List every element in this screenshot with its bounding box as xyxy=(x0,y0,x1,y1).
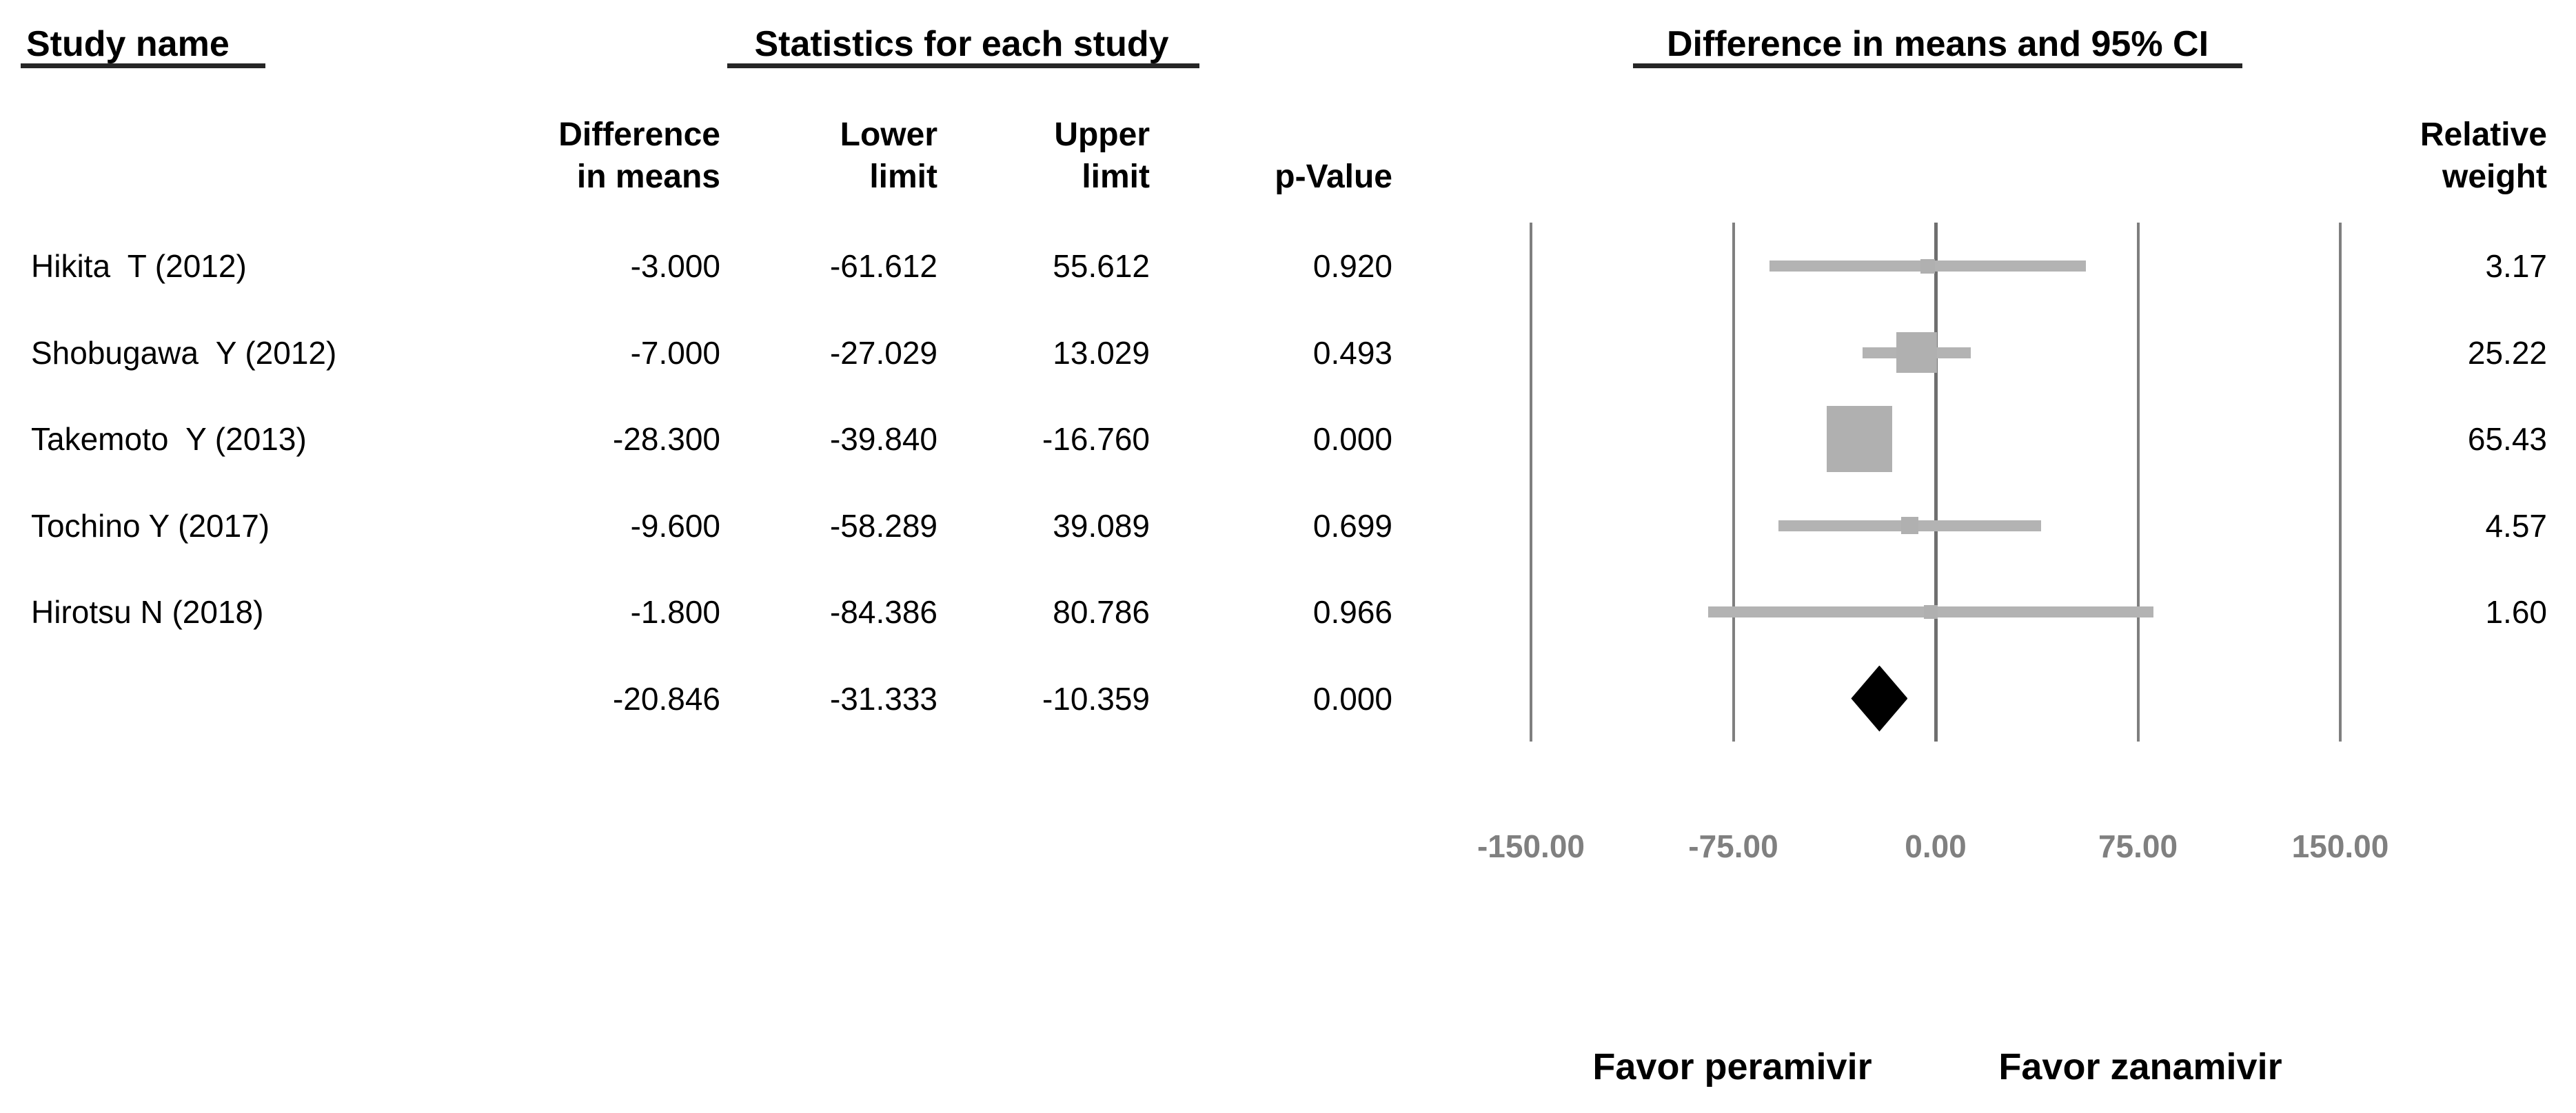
study-point-square xyxy=(1826,406,1892,472)
study-name-cell: Takemoto Y (2013) xyxy=(31,421,307,457)
statistics-title-underline xyxy=(727,63,1199,68)
column-header-difference-in-means: Difference in means xyxy=(558,116,720,195)
diff-in-means-cell: -9.600 xyxy=(630,507,720,544)
axis-tick-label: 0.00 xyxy=(1905,828,1967,864)
upper-limit-cell: -16.760 xyxy=(1042,421,1150,457)
p-value-cell: 0.493 xyxy=(1312,334,1392,371)
column-header-lower-limit: Lower limit xyxy=(840,116,937,195)
summary-diff-cell: -20.846 xyxy=(612,680,720,717)
study-name-column-title: Study name xyxy=(26,24,230,64)
lower-limit-cell: -61.612 xyxy=(829,248,937,284)
column-header-relative-weight: Relative weight xyxy=(2420,116,2547,195)
summary-upper-cell: -10.359 xyxy=(1042,680,1150,717)
study-point-square xyxy=(1896,331,1938,374)
diff-in-means-cell: -7.000 xyxy=(630,334,720,371)
p-value-cell: 0.699 xyxy=(1312,507,1392,544)
gridline xyxy=(1530,223,1532,742)
diff-in-means-cell: -1.800 xyxy=(630,594,720,630)
axis-tick-label: 150.00 xyxy=(2291,828,2389,864)
favor-zanamivir-label: Favor zanamivir xyxy=(1998,1046,2282,1088)
upper-limit-cell: 55.612 xyxy=(1053,248,1150,284)
p-value-cell: 0.000 xyxy=(1312,421,1392,457)
diff-in-means-cell: -28.300 xyxy=(612,421,720,457)
study-point-square xyxy=(1924,605,1938,619)
p-value-cell: 0.920 xyxy=(1312,248,1392,284)
study-name-cell: Shobugawa Y (2012) xyxy=(31,334,337,371)
column-header-upper-limit: Upper limit xyxy=(1054,116,1150,195)
p-value-cell: 0.966 xyxy=(1312,594,1392,630)
gridline xyxy=(2339,223,2342,742)
relative-weight-cell: 4.57 xyxy=(2485,507,2547,544)
summary-lower-cell: -31.333 xyxy=(829,680,937,717)
favor-peramivir-label: Favor peramivir xyxy=(1592,1046,1872,1088)
plot-title-underline xyxy=(1633,63,2242,68)
upper-limit-cell: 80.786 xyxy=(1053,594,1150,630)
study-point-square xyxy=(1920,258,1935,274)
diff-in-means-cell: -3.000 xyxy=(630,248,720,284)
column-header-p-value: p-Value xyxy=(1275,159,1392,195)
axis-tick-label: -75.00 xyxy=(1688,828,1778,864)
lower-limit-cell: -58.289 xyxy=(829,507,937,544)
upper-limit-cell: 39.089 xyxy=(1053,507,1150,544)
statistics-column-title: Statistics for each study xyxy=(754,24,1169,64)
study-name-cell: Hirotsu N (2018) xyxy=(31,594,264,630)
lower-limit-cell: -84.386 xyxy=(829,594,937,630)
relative-weight-cell: 3.17 xyxy=(2485,248,2547,284)
relative-weight-cell: 65.43 xyxy=(2467,421,2547,457)
study-point-square xyxy=(1900,516,1918,535)
zero-gridline xyxy=(1934,223,1938,742)
summary-diamond xyxy=(1851,665,1908,732)
lower-limit-cell: -39.840 xyxy=(829,421,937,457)
gridline xyxy=(1732,223,1735,742)
relative-weight-cell: 1.60 xyxy=(2485,594,2547,630)
gridline xyxy=(2136,223,2140,742)
study-name-cell: Tochino Y (2017) xyxy=(31,507,270,544)
upper-limit-cell: 13.029 xyxy=(1053,334,1150,371)
study-name-cell: Hikita T (2012) xyxy=(31,248,247,284)
axis-tick-label: 75.00 xyxy=(2098,828,2178,864)
plot-column-title: Difference in means and 95% CI xyxy=(1666,24,2209,64)
lower-limit-cell: -27.029 xyxy=(829,334,937,371)
study-name-title-underline xyxy=(21,63,265,68)
relative-weight-cell: 25.22 xyxy=(2467,334,2547,371)
summary-p-cell: 0.000 xyxy=(1312,680,1392,717)
axis-tick-label: -150.00 xyxy=(1477,828,1585,864)
